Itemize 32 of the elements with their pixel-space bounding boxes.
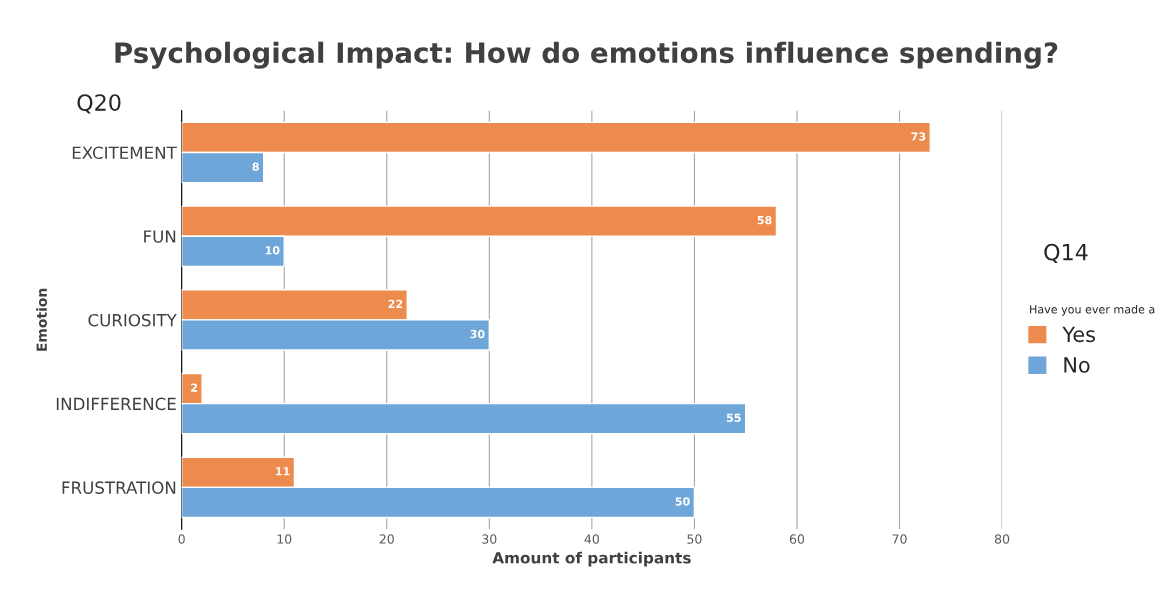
y-tick-label: EXCITEMENT — [72, 146, 177, 160]
data-label: 2 — [191, 383, 198, 392]
text: Q20 — [77, 94, 121, 114]
x-tick-label: 70 — [892, 534, 907, 544]
x-axis-title: Amount of participants — [492, 551, 691, 567]
text: Q14 — [1044, 243, 1088, 263]
data-label: 10 — [265, 246, 280, 255]
x-tick-label: 60 — [789, 534, 805, 544]
legend-label: Yes — [1062, 326, 1095, 343]
legend-label: No — [1064, 357, 1090, 373]
y-axis-title: Emotion — [36, 288, 47, 351]
chart-title: Psychological Impact: How do emotions influence spending? — [115, 41, 1058, 69]
data-label: 55 — [726, 413, 741, 422]
data-label: 50 — [675, 497, 690, 506]
x-tick-label: 20 — [379, 534, 394, 544]
data-label: 8 — [252, 162, 259, 171]
data-label: 73 — [911, 132, 926, 141]
x-tick-label: 40 — [584, 534, 599, 544]
x-tick-label: 10 — [277, 534, 292, 544]
x-tick-label: 30 — [482, 534, 497, 544]
y-tick-label: FUN — [144, 230, 176, 243]
data-label: 30 — [470, 329, 485, 339]
x-tick-label: 80 — [994, 534, 1010, 544]
x-tick-label: 50 — [687, 534, 702, 544]
y-tick-label: INDIFFERENCE — [56, 397, 176, 411]
x-tick-label: 0 — [178, 534, 185, 544]
y-tick-label: FRUSTRATION — [62, 481, 176, 494]
data-label: 58 — [757, 215, 772, 225]
y-tick-label: CURIOSITY — [88, 313, 177, 327]
data-label: 22 — [388, 299, 403, 308]
data-label: 11 — [276, 467, 290, 476]
legend-title: Have you ever made a — [1030, 304, 1155, 316]
